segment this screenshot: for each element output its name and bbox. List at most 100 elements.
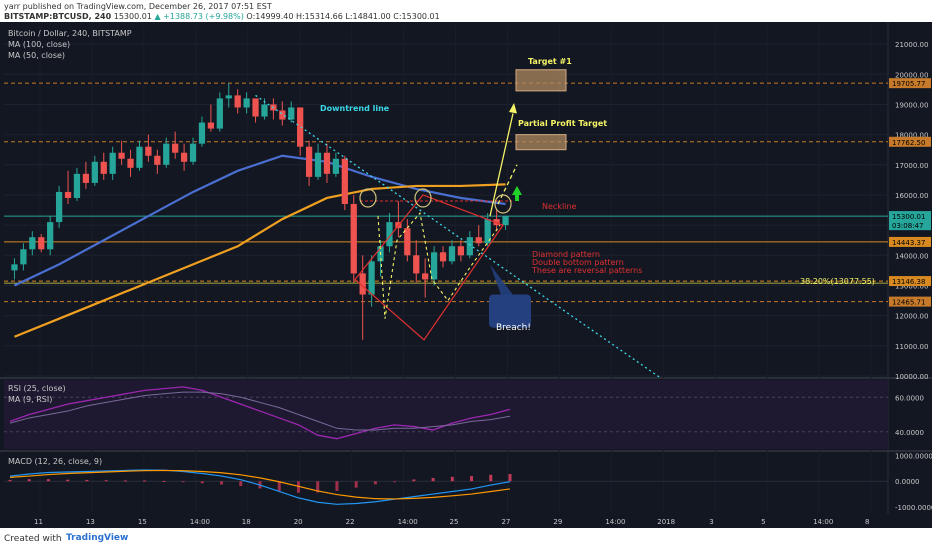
- candle-body: [172, 143, 179, 153]
- price-tick-label: 11000.00: [895, 343, 928, 351]
- candle-body: [163, 143, 170, 165]
- partial-target-box: [515, 134, 567, 151]
- candle-body: [430, 252, 438, 280]
- candle-body: [136, 146, 143, 168]
- candle-body: [225, 95, 232, 99]
- tradingview-logo[interactable]: TradingView: [66, 533, 129, 543]
- moving-averages: [13, 154, 506, 338]
- axes: 21000.00 20000.00 19000.00 18000.00 17000.00…: [34, 41, 932, 526]
- publish-header: yarr published on TradingView.com, Decem…: [0, 0, 932, 22]
- top-circle: [494, 194, 512, 214]
- price-change: ▲ +1388.73 (+9.98%): [154, 12, 244, 21]
- price-tick-label: 12000.00: [895, 313, 928, 321]
- candle-body: [368, 261, 375, 295]
- breach-label: Breach!: [496, 323, 531, 333]
- candle-body: [386, 222, 393, 247]
- chart-canvas: 21000.00 20000.00 19000.00 18000.00 17000.00…: [0, 22, 932, 526]
- price-tag: [889, 211, 931, 222]
- candle-body: [404, 228, 411, 256]
- partial-profit-label: Partial Profit Target: [518, 119, 607, 128]
- price-tick-label: 20000.00: [895, 71, 928, 79]
- macd-tick-label: 1000.0000: [895, 453, 932, 461]
- macd-histogram-bar: [316, 481, 320, 493]
- candle-body: [288, 107, 295, 120]
- price-tag: [889, 220, 931, 231]
- ma100-line: [13, 154, 506, 287]
- candle-body: [11, 264, 18, 271]
- candle-body: [323, 152, 331, 174]
- downtrend-line: [255, 94, 661, 379]
- price-tick-label: 14000.00: [895, 252, 928, 260]
- candle-body: [466, 237, 473, 256]
- price-tick-label: 21000.00: [895, 41, 928, 49]
- time-tick-label: 27: [501, 518, 510, 526]
- macd-line: [9, 469, 511, 505]
- price-tag-label: 03:08:47: [892, 222, 923, 230]
- macd-histogram-bar: [354, 481, 358, 488]
- candle-body: [154, 155, 161, 165]
- macd-histogram-bar: [200, 481, 204, 484]
- pattern-label-2: Double bottom pattern: [532, 258, 624, 267]
- macd-histogram-bar: [143, 480, 147, 482]
- macd-histogram-bar: [431, 477, 435, 482]
- pattern-label-1: Diamond pattern: [532, 250, 600, 259]
- macd-histogram-bar: [508, 474, 512, 482]
- candle-body: [422, 273, 429, 280]
- candle-body: [145, 146, 152, 156]
- downtrend-label: Downtrend line: [320, 104, 390, 113]
- projection-arrow: [489, 113, 514, 217]
- macd-histogram-bar: [123, 480, 127, 482]
- candle-body: [341, 158, 348, 205]
- price-tag-label: 12465.71: [892, 299, 925, 307]
- price-tag-label: 13146.38: [892, 278, 925, 286]
- chart-area[interactable]: 21000.00 20000.00 19000.00 18000.00 17000.00…: [0, 22, 932, 528]
- candle-body: [502, 216, 509, 226]
- footer: Created with TradingView: [0, 528, 932, 550]
- time-tick-label: 5: [761, 518, 765, 526]
- candle-body: [189, 143, 197, 162]
- macd-histogram-bar: [181, 481, 185, 483]
- price-tag: [889, 78, 931, 89]
- macd-histogram-bar: [393, 481, 397, 483]
- time-tick-label: 3: [709, 518, 713, 526]
- candle-body: [91, 161, 98, 183]
- macd-legend: MACD (12, 26, close, 9): [8, 457, 102, 466]
- candle-body: [279, 110, 286, 120]
- created-with-label: Created with: [4, 534, 62, 544]
- projection-dashed: [497, 164, 518, 205]
- macd-histogram-bar: [162, 480, 166, 482]
- price-tag-label: 17762.50: [892, 139, 925, 147]
- candle-body: [305, 146, 313, 177]
- price-tag: [889, 296, 931, 307]
- candle-body: [297, 107, 304, 147]
- candle-body: [180, 152, 188, 162]
- target1-box: [515, 69, 567, 92]
- time-tick-label: 14:00: [398, 518, 418, 526]
- time-tick-label: 20: [294, 518, 303, 526]
- candle-body: [38, 237, 45, 250]
- candle-body: [475, 237, 482, 244]
- time-tick-label: 14:00: [190, 518, 210, 526]
- rsi-ma-line: [9, 391, 511, 431]
- time-tick-label: 18: [242, 518, 251, 526]
- ma50-legend: MA (50, close): [8, 51, 65, 60]
- up-arrow-icon: [512, 185, 522, 201]
- time-tick-label: 13: [86, 518, 95, 526]
- neckline-label: Neckline: [542, 202, 576, 211]
- fib-label: 38.20%(13077.55): [800, 277, 875, 286]
- macd-histogram-bar: [46, 479, 50, 482]
- diamond-pattern: [354, 194, 504, 341]
- price-tag-label: 15300.01: [892, 213, 925, 221]
- macd-histogram-bar: [373, 481, 377, 485]
- time-tick-label: 15: [138, 518, 147, 526]
- candle-body: [413, 255, 420, 274]
- time-tick-label: 14:00: [605, 518, 625, 526]
- macd-histogram-bar: [296, 481, 300, 493]
- signal-line: [9, 469, 511, 500]
- candle-body: [47, 222, 54, 250]
- candle-body: [73, 173, 81, 198]
- candle-body: [332, 158, 340, 174]
- macd-histogram-bar: [277, 481, 281, 491]
- macd-histogram-bar: [335, 481, 339, 491]
- time-tick-label: 25: [450, 518, 459, 526]
